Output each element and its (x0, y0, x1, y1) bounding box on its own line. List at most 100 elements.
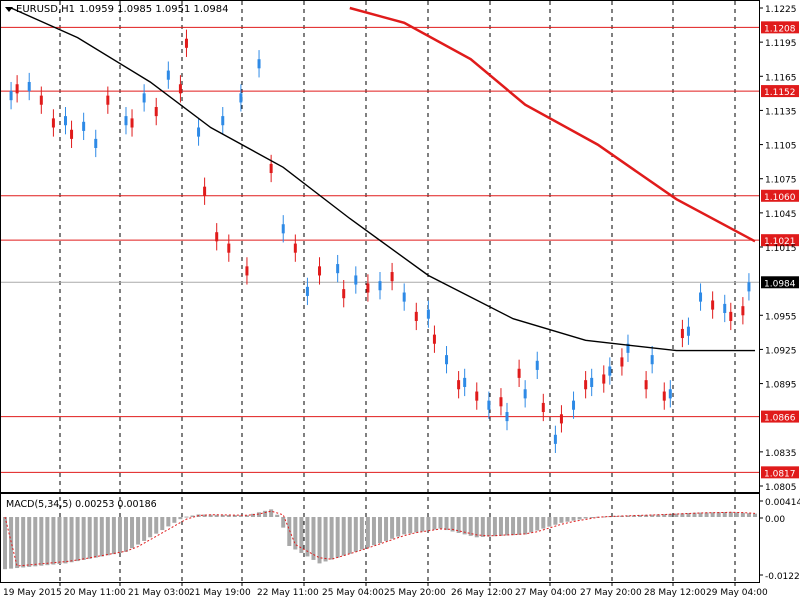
candle-down (680, 328, 684, 339)
candle-down (293, 243, 297, 253)
time-gridlines (59, 1, 736, 582)
macd-bar (498, 517, 503, 536)
ma-fast-line (10, 7, 755, 352)
price-tick-label: 1.0955 (765, 312, 797, 322)
macd-bar (220, 514, 225, 517)
macd-bar (15, 517, 20, 569)
candle-down (414, 311, 418, 321)
level-label-bg (761, 410, 799, 423)
macd-bar (263, 510, 268, 517)
candle-up (723, 303, 727, 314)
candle-down (184, 38, 188, 48)
dropdown-arrow-icon[interactable] (5, 7, 13, 12)
candle-up (650, 355, 654, 365)
macd-bar (359, 517, 364, 550)
candle-down (227, 243, 231, 253)
time-axis: 19 May 2015 20 May 11:00 21 May 03:00 21 Ma… (3, 582, 768, 598)
macd-bar (547, 517, 552, 527)
macd-bar (178, 517, 183, 520)
symbol-label[interactable]: EURUSD,H1 (16, 4, 75, 15)
candle-up (626, 343, 630, 353)
macd-bar (27, 517, 32, 567)
candle-up (142, 93, 146, 103)
candle-down (475, 391, 479, 401)
candle-down (215, 232, 219, 242)
candle-up (257, 59, 261, 69)
candle-up (505, 412, 509, 422)
macd-bar (444, 517, 449, 531)
macd-bar (722, 512, 727, 517)
macd-bar (480, 517, 485, 537)
price-tick-label: 1.1015 (765, 244, 797, 254)
macd-bar (613, 515, 618, 517)
macd-bar (142, 517, 147, 541)
macd-bar (686, 513, 691, 517)
macd-bar (311, 517, 316, 560)
macd-bar (486, 517, 491, 537)
macd-bar (492, 517, 497, 537)
candle-down (432, 334, 436, 344)
time-tick-label: 27 May 20:00 (580, 588, 642, 598)
price-tick-label: 1.1195 (765, 39, 797, 49)
macd-bar (402, 517, 407, 535)
macd-bar (710, 512, 715, 517)
level-label: 1.1021 (764, 237, 796, 247)
candle-up (281, 224, 285, 234)
macd-bar (166, 517, 171, 527)
price-pane-frame (0, 0, 760, 493)
macd-bar (208, 514, 213, 517)
macd-bar (728, 511, 733, 517)
candle-up (239, 93, 243, 103)
macd-bar (680, 513, 685, 517)
time-tick-label: 27 May 04:00 (515, 588, 577, 598)
candle-up (463, 377, 467, 387)
macd-label: MACD(5,34,5) 0.00253 0.00186 (6, 499, 157, 510)
macd-bar (704, 512, 709, 517)
macd-signal-line (4, 510, 756, 567)
macd-bar (45, 517, 50, 566)
macd-bar (390, 517, 395, 539)
candle-down (15, 84, 19, 94)
macd-bar (414, 517, 419, 533)
macd-bar (238, 515, 243, 517)
macd-bar (505, 517, 510, 536)
time-tick-label: 29 May 04:00 (706, 588, 768, 598)
macd-bar (9, 517, 14, 569)
candle-down (203, 186, 207, 196)
level-label-bg (761, 466, 799, 479)
time-tick-label: 21 May 03:00 (128, 588, 190, 598)
macd-bar (456, 517, 461, 533)
price-tick-label: 1.1045 (765, 210, 797, 220)
time-tick-label: 19 May 2015 (3, 588, 62, 598)
candle-down (602, 374, 606, 384)
macd-bar (184, 516, 189, 518)
macd-histogram (3, 509, 757, 570)
macd-bar (33, 517, 38, 567)
macd-bar (589, 517, 594, 518)
candle-down (130, 118, 134, 128)
macd-bar (468, 517, 473, 536)
macd-bar (75, 517, 80, 562)
macd-bar (21, 517, 26, 568)
macd-bar (752, 513, 757, 517)
candle-up (166, 70, 170, 80)
macd-bar (553, 517, 558, 525)
candle-down (178, 84, 182, 94)
macd-bar (662, 514, 667, 517)
candle-down (342, 289, 346, 299)
time-tick-label: 26 May 12:00 (451, 588, 513, 598)
candle-up (354, 275, 358, 285)
macd-bar (347, 517, 352, 554)
macd-bar (202, 514, 207, 517)
macd-bar (130, 517, 135, 549)
macd-bar (511, 517, 516, 536)
candle-up (535, 360, 539, 370)
macd-bar (353, 517, 358, 552)
price-tick-label: 1.0835 (765, 449, 797, 459)
macd-bar (668, 513, 673, 517)
candle-up (699, 292, 703, 302)
candle-down (106, 95, 110, 105)
macd-bar (571, 517, 576, 521)
macd-bar (232, 515, 237, 517)
